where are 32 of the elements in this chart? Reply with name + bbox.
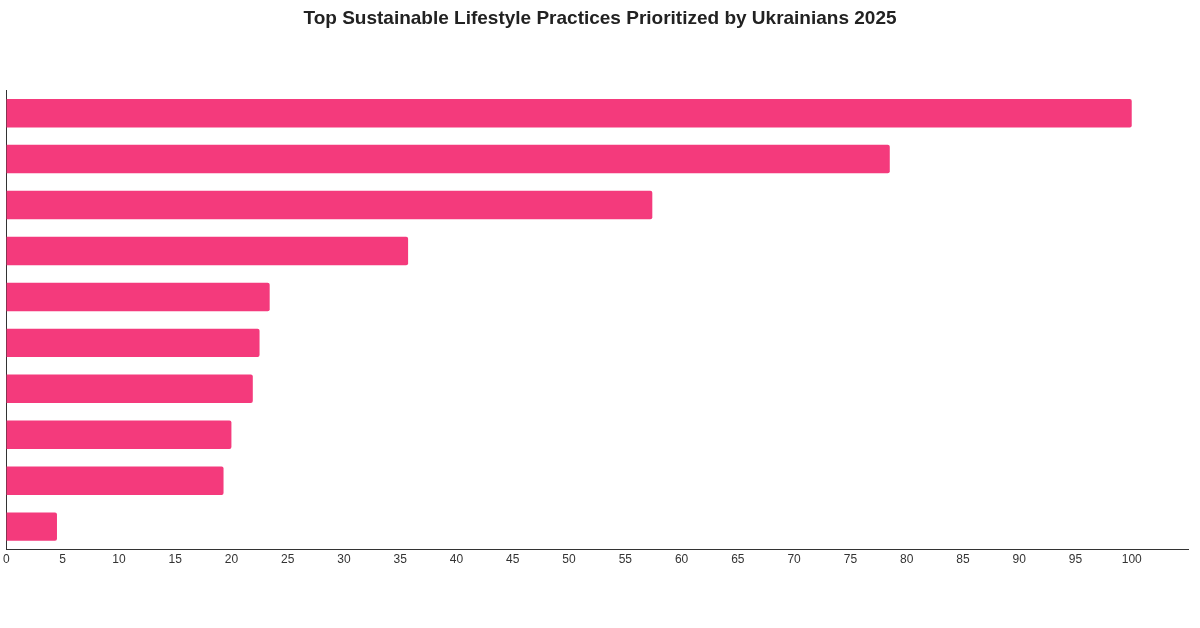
bar [6, 98, 1132, 128]
bar [6, 512, 57, 541]
x-tick-label: 95 [1068, 552, 1083, 567]
bar [6, 374, 253, 404]
x-tick-label: 40 [449, 552, 464, 567]
x-tick-label: 70 [787, 552, 802, 567]
x-tick-label: 30 [337, 552, 351, 567]
bar [6, 328, 260, 358]
x-tick-label: 0 [2, 552, 10, 567]
chart-title: Top Sustainable Lifestyle Practices Prioritized by Ukrainians 2025 [302, 6, 898, 30]
x-tick-label: 50 [562, 552, 577, 567]
x-tick-label: 80 [899, 552, 914, 567]
x-tick-label: 45 [506, 552, 520, 567]
x-tick-label: 10 [112, 552, 126, 567]
x-tick-label: 20 [224, 552, 239, 567]
x-tick-label: 5 [59, 552, 67, 567]
bar [6, 236, 409, 266]
x-tick-label: 55 [618, 552, 633, 567]
x-tick-label: 15 [168, 552, 183, 567]
x-tick-label: 85 [956, 552, 970, 567]
x-tick-label: 35 [393, 552, 408, 567]
bar [6, 282, 270, 312]
bar [6, 420, 232, 449]
x-tick-label: 100 [1121, 552, 1143, 567]
x-tick-label: 90 [1012, 552, 1027, 567]
x-tick-label: 25 [281, 552, 295, 567]
x-tick-label: 75 [843, 552, 858, 567]
bar [6, 144, 890, 174]
x-tick-label: 60 [674, 552, 689, 567]
x-tick-label: 65 [731, 552, 745, 567]
bar [6, 466, 224, 495]
bar [6, 190, 653, 220]
